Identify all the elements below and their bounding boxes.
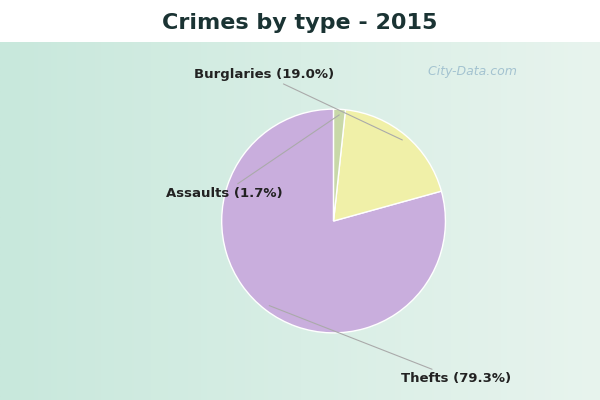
Text: Thefts (79.3%): Thefts (79.3%) — [269, 306, 511, 385]
Text: Burglaries (19.0%): Burglaries (19.0%) — [194, 68, 403, 140]
Text: Assaults (1.7%): Assaults (1.7%) — [166, 115, 339, 200]
Text: City-Data.com: City-Data.com — [419, 66, 517, 78]
Wedge shape — [334, 109, 346, 221]
Wedge shape — [334, 110, 442, 221]
Text: Crimes by type - 2015: Crimes by type - 2015 — [163, 13, 437, 33]
Wedge shape — [221, 109, 445, 333]
